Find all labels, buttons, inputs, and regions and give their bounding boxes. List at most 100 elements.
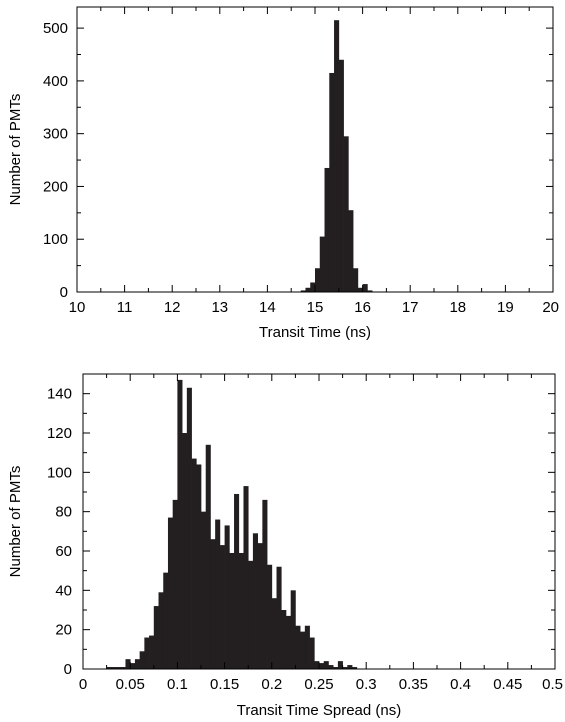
y-tick-label: 300 (43, 126, 68, 143)
x-tick-labels: 0 0.05 0.1 0.15 0.2 0.25 0.3 0.35 0.4 0.45 0.5 (79, 676, 563, 693)
x-tick-label: 0.25 (304, 676, 333, 693)
histogram-bar (201, 511, 207, 669)
x-tick-label: 13 (211, 299, 228, 316)
histogram-bar (281, 610, 287, 669)
y-tick-label: 140 (47, 386, 72, 403)
x-tick-label: 14 (259, 299, 276, 316)
histogram-bar (304, 625, 310, 669)
histogram-bar (111, 667, 117, 669)
histogram-bar (153, 606, 159, 669)
histogram-bar (324, 167, 330, 292)
histogram-bar (276, 566, 282, 669)
histogram-bar (353, 268, 359, 292)
y-tick-label: 0 (64, 661, 72, 678)
chart-transit-time-spread: 0 0.05 0.1 0.15 0.2 0.25 0.3 0.35 0.4 0.45 0.5 0 20 4… (7, 373, 563, 719)
y-tick-label: 0 (60, 284, 68, 301)
histogram-bar (234, 493, 240, 669)
x-axis-title: Transit Time Spread (ns) (237, 702, 402, 719)
histogram-bar (310, 282, 316, 292)
y-tick-labels: 0 20 40 60 80 100 120 140 (47, 386, 72, 678)
histogram-bar (134, 659, 140, 669)
histogram-bar (163, 572, 169, 669)
histogram-bar (285, 615, 292, 669)
histogram-bar (215, 519, 221, 669)
x-tick-label: 0.1 (167, 676, 188, 693)
histogram-bar (106, 667, 112, 669)
histogram-bar (210, 539, 216, 669)
x-tick-label: 17 (402, 299, 419, 316)
histogram-bar (367, 290, 373, 292)
x-tick-labels: 10 11 12 13 14 15 16 17 18 19 20 (69, 299, 559, 316)
histogram-bar (262, 499, 268, 669)
x-tick-label: 11 (117, 299, 133, 316)
histogram-bar (334, 20, 340, 292)
x-tick-label: 0.5 (542, 676, 563, 693)
histogram-bar (186, 387, 192, 669)
histogram-bar (328, 665, 334, 669)
x-tick-label: 20 (542, 299, 559, 316)
x-tick-label: 0.45 (493, 676, 522, 693)
x-tick-label: 18 (449, 299, 466, 316)
x-tick-label: 0.2 (261, 676, 282, 693)
x-tick-label: 0 (79, 676, 87, 693)
histogram-bar (144, 637, 150, 669)
histogram-bar (315, 268, 321, 292)
histogram-bar (337, 661, 343, 669)
plot-frame (76, 6, 554, 293)
histogram-bar (116, 667, 122, 669)
histogram-bar (172, 499, 178, 669)
x-axis-title: Transit Time (ns) (259, 324, 371, 341)
histogram-bar (329, 72, 335, 292)
histogram-bar (309, 637, 315, 669)
histogram-bar (343, 136, 349, 292)
histogram-bar (196, 464, 202, 669)
histogram-bar (323, 661, 329, 669)
x-tick-label: 0.15 (210, 676, 239, 693)
y-tick-label: 100 (47, 464, 72, 481)
histogram-bar (158, 592, 164, 669)
histogram-bar (295, 625, 301, 669)
y-tick-label: 80 (55, 504, 72, 521)
x-tick-label: 0.3 (356, 676, 377, 693)
x-tick-label: 0.4 (450, 676, 471, 693)
axis-ticks (76, 7, 554, 293)
x-tick-label: 10 (69, 299, 86, 316)
y-tick-label: 40 (55, 582, 72, 599)
x-tick-label: 15 (307, 299, 324, 316)
x-tick-label: 0.05 (116, 676, 145, 693)
y-axis-title: Number of PMTs (7, 466, 24, 578)
histogram-bar (177, 379, 183, 669)
histogram-bar (338, 59, 344, 292)
x-tick-label: 19 (497, 299, 514, 316)
x-tick-label: 16 (354, 299, 371, 316)
histogram-bar (243, 486, 249, 669)
histogram-bar (300, 631, 306, 669)
histogram-bars (300, 20, 373, 292)
y-tick-label: 400 (43, 73, 68, 90)
histogram-bar (357, 287, 363, 292)
histogram-bar (257, 543, 263, 669)
histogram-bar (238, 552, 244, 669)
histogram-bar (319, 236, 325, 292)
histogram-bar (352, 667, 358, 669)
histogram-bar (319, 663, 325, 669)
x-tick-label: 12 (164, 299, 181, 316)
histogram-bar (314, 661, 320, 669)
histogram-bar (248, 560, 254, 669)
histogram-bar (139, 651, 145, 669)
y-tick-label: 20 (55, 622, 72, 639)
histogram-bar (305, 287, 311, 292)
histogram-bar (191, 458, 197, 669)
histogram-bar (125, 659, 131, 669)
histogram-bar (300, 290, 306, 292)
y-tick-label: 200 (43, 178, 68, 195)
histogram-bar (149, 635, 155, 669)
histogram-bar (271, 598, 277, 669)
histogram-bar (342, 667, 348, 669)
histogram-bar (290, 590, 296, 669)
histogram-bar (348, 210, 354, 292)
histogram-bar (267, 564, 273, 669)
histogram-bar (219, 545, 225, 669)
y-tick-labels: 0 100 200 300 400 500 (43, 20, 68, 301)
